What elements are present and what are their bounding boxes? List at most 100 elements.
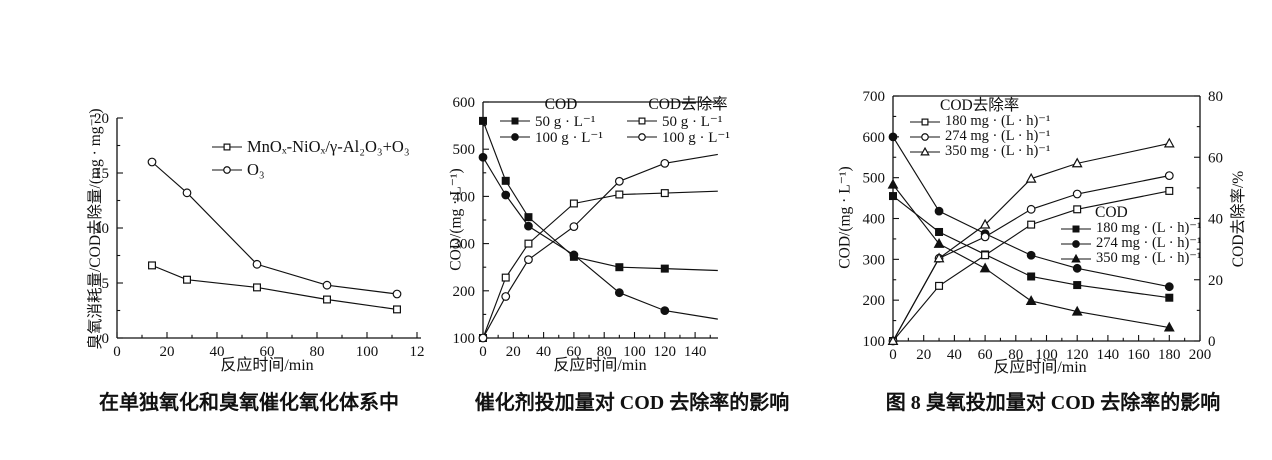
square-open-legend-swatch-icon bbox=[627, 117, 657, 125]
tick-label: 200 bbox=[453, 284, 476, 300]
square-open-marker-icon bbox=[524, 239, 533, 248]
circle-open-legend-swatch-icon bbox=[627, 133, 657, 141]
square-filled-marker-icon bbox=[888, 192, 897, 201]
square-open-marker-icon bbox=[501, 273, 510, 282]
chart3-caption: 图 8 臭氧投加量对 COD 去除率的影响 bbox=[885, 392, 1221, 414]
tick-label: 140 bbox=[684, 344, 707, 360]
square-filled-marker-icon bbox=[479, 116, 488, 125]
legend-header: COD bbox=[544, 96, 578, 113]
circle-filled-marker-icon bbox=[614, 288, 624, 298]
circle-open-marker-icon bbox=[182, 188, 192, 198]
legend-header: COD bbox=[1095, 204, 1128, 221]
circle-open-marker-icon bbox=[1026, 204, 1036, 214]
circle-filled-marker-icon bbox=[478, 152, 488, 162]
tick-label: 40 bbox=[536, 344, 551, 360]
tick-label: 180 bbox=[1158, 347, 1181, 363]
circle-filled-marker-icon bbox=[501, 190, 511, 200]
tick-label: 20 bbox=[506, 344, 521, 360]
tick-label: 10 bbox=[94, 221, 109, 237]
triangle-open-marker-icon bbox=[920, 146, 930, 155]
tick-label: 500 bbox=[453, 142, 476, 158]
tick-label: 60 bbox=[1208, 150, 1223, 166]
square-open-marker-icon bbox=[148, 261, 157, 270]
legend-item: 350 mg · (L · h)⁻¹ bbox=[1061, 250, 1201, 266]
tick-label: 40 bbox=[210, 344, 225, 360]
legend-item-label: O₃ bbox=[247, 159, 265, 179]
square-filled-marker-icon bbox=[935, 227, 944, 236]
circle-open-marker-icon bbox=[322, 280, 332, 290]
triangle-open-marker-icon bbox=[933, 252, 945, 263]
data-series-line bbox=[482, 153, 718, 339]
circle-open-marker-icon bbox=[501, 292, 511, 301]
tick-label: 40 bbox=[947, 347, 962, 363]
tick-label: 0 bbox=[479, 344, 487, 360]
square-filled-legend-swatch-icon bbox=[500, 117, 530, 125]
circle-filled-legend-swatch-icon bbox=[1061, 239, 1091, 248]
triangle-open-marker-icon bbox=[1025, 172, 1037, 183]
square-filled-marker-icon bbox=[1072, 225, 1080, 232]
square-filled-marker-icon bbox=[660, 264, 669, 273]
circle-filled-marker-icon bbox=[888, 132, 898, 142]
circle-open-marker-icon bbox=[524, 255, 533, 265]
circle-filled-marker-icon bbox=[524, 221, 533, 231]
circle-open-legend-swatch-icon bbox=[212, 165, 242, 174]
square-open-marker-icon bbox=[183, 275, 192, 284]
circle-filled-marker-icon bbox=[569, 250, 579, 260]
square-open-marker-icon bbox=[1073, 205, 1082, 214]
square-open-marker-icon bbox=[1165, 186, 1174, 195]
legend-item: 274 mg · (L · h)⁻¹ bbox=[1061, 235, 1201, 251]
legend-item-label: 180 mg · (L · h)⁻¹ bbox=[945, 113, 1051, 129]
circle-open-marker-icon bbox=[392, 289, 402, 299]
tick-label: 20 bbox=[916, 347, 931, 363]
circle-open-marker-icon bbox=[1072, 189, 1082, 199]
data-series-line bbox=[892, 184, 1170, 329]
triangle-filled-marker-icon bbox=[979, 262, 991, 273]
square-open-marker-icon bbox=[638, 117, 646, 125]
chart3-legend-cod: COD 180 mg · (L · h)⁻¹ 274 mg · (L · h)⁻¹ 3… bbox=[1061, 204, 1201, 266]
tick-label: 120 bbox=[654, 344, 677, 360]
triangle-filled-marker-icon bbox=[933, 237, 945, 248]
legend-item: 180 mg · (L · h)⁻¹ bbox=[1061, 220, 1201, 236]
triangle-filled-legend-swatch-icon bbox=[1061, 253, 1091, 262]
chart1-caption: 在单独氧化和臭氧催化氧化体系中 bbox=[99, 392, 399, 414]
circle-open-marker-icon bbox=[147, 157, 157, 167]
legend-item-label: 274 mg · (L · h)⁻¹ bbox=[945, 128, 1051, 144]
data-series-line bbox=[892, 190, 1170, 342]
tick-label: 100 bbox=[863, 334, 886, 350]
legend-item-label: 350 mg · (L · h)⁻¹ bbox=[945, 143, 1051, 159]
tick-label: 40 bbox=[1208, 212, 1223, 228]
tick-label: 0 bbox=[113, 344, 121, 360]
tick-label: 60 bbox=[260, 344, 275, 360]
data-series-line bbox=[151, 161, 398, 295]
legend-item: 50 g · L⁻¹ bbox=[500, 113, 622, 130]
chart1-y-axis-label: 臭氧消耗量/COD去除量/(mg · mg⁻¹) bbox=[87, 108, 104, 350]
tick-label: 80 bbox=[1008, 347, 1023, 363]
chart3-y-axis-label: COD/(mg · L⁻¹) bbox=[836, 166, 854, 269]
chart2-y-axis-label: COD/(mg · L⁻¹) bbox=[447, 168, 465, 271]
tick-label: 400 bbox=[453, 189, 476, 205]
square-open-marker-icon bbox=[569, 199, 578, 208]
tick-label: 0 bbox=[102, 331, 110, 347]
chart3-y2-axis-label: COD去除率/% bbox=[1230, 170, 1247, 268]
legend-item: 100 g · L⁻¹ bbox=[500, 129, 622, 146]
circle-open-marker-icon bbox=[252, 259, 262, 269]
chart2-caption: 催化剂投加量对 COD 去除率的影响 bbox=[474, 392, 790, 414]
data-series-line bbox=[892, 136, 1170, 288]
circle-open-marker-icon bbox=[614, 176, 624, 186]
tick-label: 20 bbox=[94, 111, 109, 127]
tick-label: 300 bbox=[863, 252, 886, 268]
square-open-marker-icon bbox=[981, 251, 990, 260]
legend-header: COD去除率 bbox=[648, 96, 728, 113]
circle-filled-marker-icon bbox=[660, 306, 670, 316]
triangle-open-marker-icon bbox=[979, 218, 991, 229]
square-open-legend-swatch-icon bbox=[910, 118, 940, 125]
chart2-legend-removal: COD去除率 50 g · L⁻¹ 100 g · L⁻¹ bbox=[627, 96, 749, 146]
chart3-x-axis-label: 反应时间/min bbox=[993, 359, 1087, 376]
square-open-marker-icon bbox=[921, 118, 929, 125]
tick-label: 200 bbox=[863, 293, 886, 309]
square-open-marker-icon bbox=[223, 143, 231, 150]
circle-open-legend-swatch-icon bbox=[910, 132, 940, 141]
chart1-x-axis-label: 反应时间/min bbox=[220, 357, 314, 374]
tick-label: 5 bbox=[102, 276, 110, 292]
circle-filled-marker-icon bbox=[1026, 250, 1036, 260]
